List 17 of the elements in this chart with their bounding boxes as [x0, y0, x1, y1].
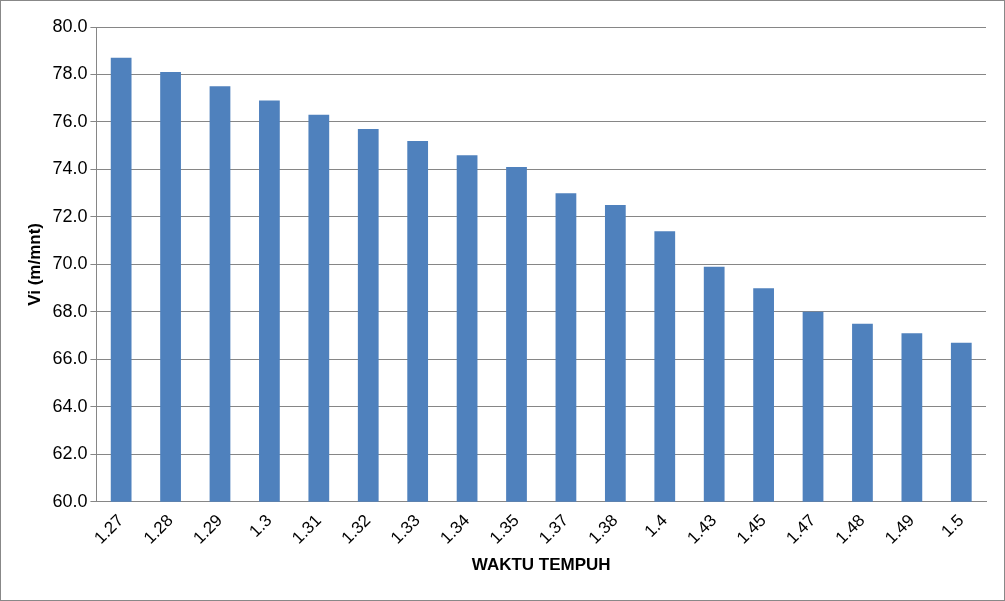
y-axis-title: Vi (m/mnt)	[24, 222, 44, 306]
y-tick-label: 62.0	[52, 443, 88, 464]
y-tick-label: 74.0	[52, 158, 88, 179]
y-tick-label: 70.0	[52, 253, 88, 274]
x-tick-label: 1.3	[245, 510, 276, 541]
x-tick-label: 1.31	[288, 510, 325, 548]
y-tick-label: 72.0	[52, 205, 88, 226]
y-tick-label: 76.0	[52, 110, 88, 131]
y-tick-label: 78.0	[52, 63, 88, 84]
x-tick-label: 1.4	[640, 510, 671, 541]
y-tick-label: 66.0	[52, 348, 88, 369]
y-tick-label: 68.0	[52, 300, 88, 321]
y-tick-label: 60.0	[52, 490, 88, 511]
y-tick-label: 80.0	[52, 15, 88, 36]
x-axis-title: WAKTU TEMPUH	[471, 555, 611, 575]
x-tick-label: 1.5	[937, 510, 968, 541]
y-tick-label: 64.0	[52, 395, 88, 416]
